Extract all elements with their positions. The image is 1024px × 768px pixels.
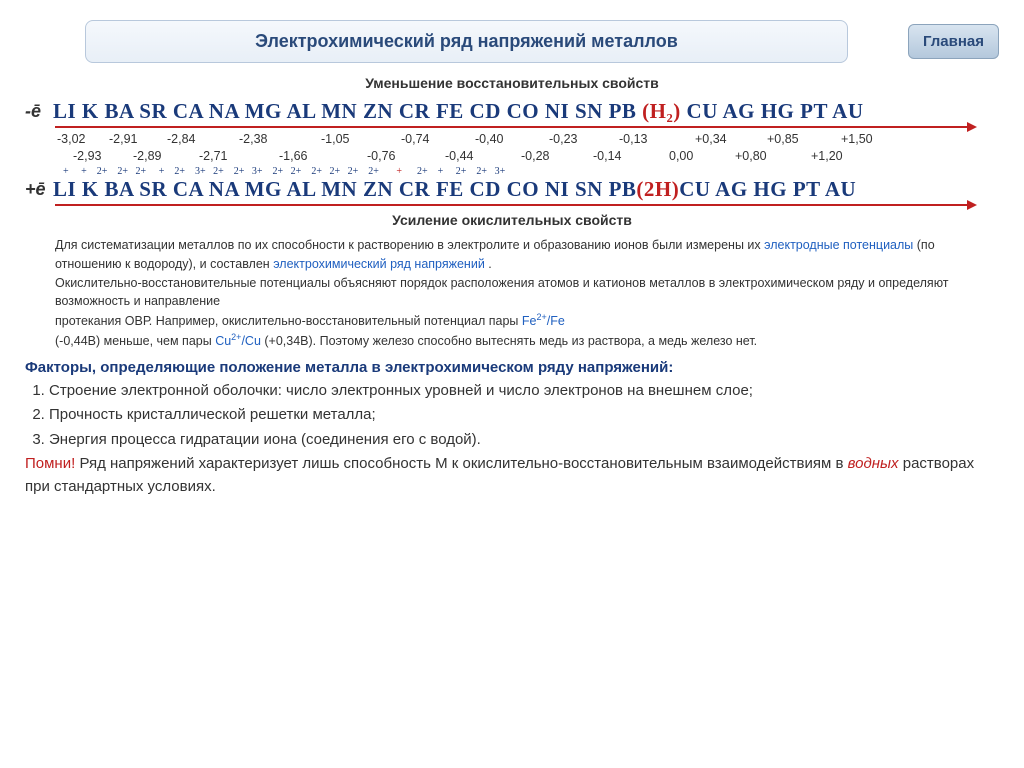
potential-value: -0,14 [593,149,669,163]
potential-value: -0,76 [367,149,445,163]
remember-t1: Ряд напряжений характеризует лишь способ… [75,455,847,472]
potential-value: +0,34 [695,132,767,146]
arrow-bottom [55,204,969,206]
potential-value: -1,05 [321,132,401,146]
main-button[interactable]: Главная [908,24,999,59]
factor-3: Энергия процесса гидратации иона (соедин… [49,429,999,452]
potential-value: 0,00 [669,149,735,163]
factor-1: Строение электронной оболочки: число эле… [49,380,999,403]
potential-value: -3,02 [57,132,109,146]
potential-value: -1,66 [279,149,367,163]
potential-value: +1,20 [811,149,861,163]
charges-post: 2+ + 2+ 2+ 3+ [402,166,505,177]
p4d: (+0,34В). Поэтому железо способно вытесн… [261,334,757,348]
potential-value: -2,91 [109,132,167,146]
potentials-row-1: -3,02-2,91-2,84-2,38-1,05-0,74-0,40-0,23… [57,132,999,146]
ion-charges: + + 2+ 2+ 2+ + 2+ 3+ 2+ 2+ 3+ 2+ 2+ 2+ 2… [63,166,999,177]
potential-value: -2,93 [73,149,133,163]
subtitle-oxidizing: Усиление окислительных свойств [25,212,999,228]
remember-label: Помни! [25,455,75,472]
p1e: . [485,257,492,271]
potential-value: -2,71 [199,149,279,163]
page-title: Электрохимический ряд напряжений металло… [85,20,848,63]
atoms-post: CU AG HG PT AU [681,99,864,123]
p4b: Cu2+/Cu [215,334,261,348]
p3b: Fe2+/Fe [522,314,565,328]
ions-h2: (2H) [636,177,679,201]
potential-value: +0,85 [767,132,841,146]
potential-value: -2,84 [167,132,239,146]
p1b: электродные потенциалы [764,238,913,252]
potential-value: +1,50 [841,132,891,146]
e-plus-label: +ē [25,179,53,200]
p1a: Для систематизации металлов по их способ… [55,238,764,252]
potentials-row-2: -2,93-2,89-2,71-1,66-0,76-0,44-0,28-0,14… [73,149,999,163]
potential-value: -0,23 [549,132,619,146]
arrow-top [55,126,969,128]
atom-series-row: -ē LI K BA SR CA NA MG AL MN ZN CR FE CD… [25,99,999,124]
remember-water: водных [848,455,899,472]
subtitle-reducing: Уменьшение восстановительных свойств [25,75,999,91]
atoms-pre: LI K BA SR CA NA MG AL MN ZN CR FE CD CO… [53,99,642,123]
factors-list: Строение электронной оболочки: число эле… [49,380,999,452]
atom-elements: LI K BA SR CA NA MG AL MN ZN CR FE CD CO… [53,99,864,124]
factor-2: Прочность кристаллической решетки металл… [49,404,999,427]
potential-value: -2,89 [133,149,199,163]
p1d: электрохимический ряд напряжений [273,257,485,271]
charges-pre: + + 2+ 2+ 2+ + 2+ 3+ 2+ 2+ 3+ 2+ 2+ 2+ 2… [63,166,379,177]
potential-value: -0,13 [619,132,695,146]
factors-heading: Факторы, определяющие положение металла … [25,359,999,376]
potential-value: +0,80 [735,149,811,163]
potential-value: -0,44 [445,149,521,163]
ion-elements: LI K BA SR CA NA MG AL MN ZN CR FE CD CO… [53,177,856,202]
p3a: протекания ОВР. Например, окислительно-в… [55,314,522,328]
ions-pre: LI K BA SR CA NA MG AL MN ZN CR FE CD CO… [53,177,636,201]
atoms-h2: (H₂) [642,99,681,123]
e-minus-label: -ē [25,101,53,122]
potential-value: -0,40 [475,132,549,146]
potential-value: -0,28 [521,149,593,163]
ion-series-row: +ē LI K BA SR CA NA MG AL MN ZN CR FE CD… [25,177,999,202]
potential-value: -0,74 [401,132,475,146]
ions-post: CU AG HG PT AU [679,177,856,201]
potential-value: -2,38 [239,132,321,146]
remember-note: Помни! Ряд напряжений характеризует лишь… [25,453,999,498]
header-row: Электрохимический ряд напряжений металло… [25,20,999,63]
charges-h: + [379,166,402,177]
explanation-paragraph: Для систематизации металлов по их способ… [55,236,999,351]
p4a: (-0,44В) меньше, чем пары [55,334,215,348]
p2: Окислительно-восстановительные потенциал… [55,276,949,309]
